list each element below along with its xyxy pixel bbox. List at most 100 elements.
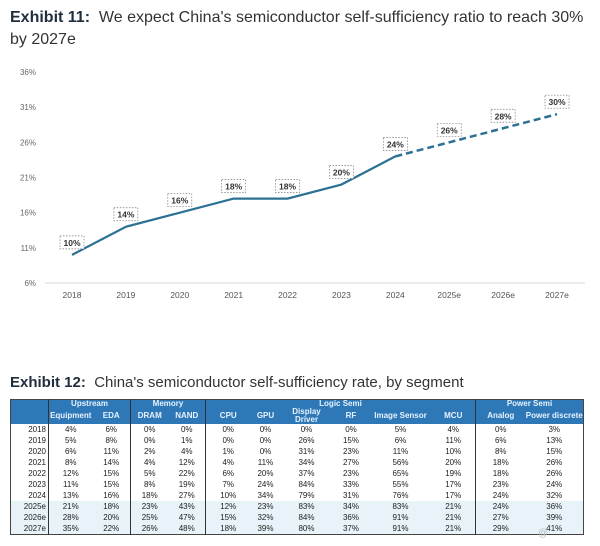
- table-cell: 23%: [130, 501, 169, 512]
- y-tick-label: 16%: [20, 209, 36, 218]
- table-cell: 5%: [64, 436, 77, 445]
- exhibit-11-label: Exhibit 11:: [10, 9, 91, 26]
- table-cell: 4%: [168, 446, 206, 457]
- row-year: 2027e: [10, 523, 49, 535]
- row-year: 2018: [10, 424, 49, 435]
- table-cell: 36%: [525, 501, 584, 512]
- table-cell: 34%: [298, 458, 315, 467]
- table-cell: 84%: [280, 512, 333, 523]
- table-cell: 0%: [300, 425, 313, 434]
- data-label: 26%: [441, 125, 458, 135]
- table-cell: 0%: [222, 436, 235, 445]
- y-tick-label: 11%: [21, 244, 36, 253]
- table-cell: 34%: [257, 491, 274, 500]
- x-tick-label: 2020: [170, 290, 189, 300]
- table-cell: 39%: [250, 523, 281, 535]
- table-cell: 26%: [546, 469, 563, 478]
- data-label: 30%: [548, 97, 565, 107]
- row-year: 2023: [10, 479, 49, 490]
- row-year: 2024: [10, 490, 49, 501]
- table-cell: 48%: [168, 523, 206, 535]
- table-cell: 31%: [342, 491, 359, 500]
- exhibit-12-label: Exhibit 12:: [10, 374, 86, 391]
- column-header: Power discrete: [525, 408, 584, 424]
- row-year: 2021: [10, 457, 49, 468]
- table-cell: 26%: [546, 458, 563, 467]
- table-row: 2021 8% 14% 4% 12% 4% 11% 34% 27% 56% 20% 18% 26%: [10, 457, 584, 468]
- table-cell: 13%: [546, 436, 563, 445]
- table-cell: 4%: [431, 424, 476, 435]
- x-tick-label: 2019: [116, 290, 135, 300]
- table-cell: 32%: [546, 491, 563, 500]
- x-tick-label: 2024: [386, 290, 405, 300]
- table-cell: 17%: [431, 479, 476, 490]
- table-cell: 91%: [369, 512, 432, 523]
- table-cell: 11%: [431, 435, 476, 446]
- table-cell: 34%: [332, 501, 370, 512]
- table-cell: 0%: [143, 425, 156, 434]
- table-cell: 0%: [259, 447, 272, 456]
- table-cell: 3%: [548, 425, 561, 434]
- table-cell: 22%: [92, 523, 131, 535]
- table-cell: 79%: [298, 491, 315, 500]
- segment-table: Upstream Memory Logic Semi Power Semi Eq…: [10, 399, 585, 535]
- column-header: Image Sensor: [369, 408, 432, 424]
- table-cell: 5%: [143, 469, 156, 478]
- table-cell: 15%: [546, 447, 563, 456]
- x-tick-label: 2021: [224, 290, 243, 300]
- table-cell: 32%: [250, 512, 281, 523]
- y-tick-label: 36%: [20, 68, 36, 77]
- table-cell: 15%: [92, 468, 131, 479]
- table-cell: 6%: [394, 436, 407, 445]
- table-row: 2022 12% 15% 5% 22% 6% 20% 37% 23% 65% 19% 18% 26%: [10, 468, 584, 479]
- data-label-box: [167, 193, 193, 208]
- table-cell: 21%: [431, 523, 476, 535]
- table-cell: 26%: [130, 523, 169, 535]
- data-label-box: [329, 165, 354, 179]
- data-label-box: [544, 94, 570, 109]
- row-year: 2022: [10, 468, 49, 479]
- line-chart: 6% 11% 16% 21% 26% 31% 36% 2018 2019 2020 2021 2022…: [20, 68, 585, 300]
- table-cell: 0%: [345, 425, 357, 434]
- table-cell: 23%: [250, 501, 281, 512]
- table-cell: 18%: [205, 523, 251, 535]
- table-cell: 19%: [168, 479, 206, 490]
- table-cell: 14%: [92, 457, 131, 468]
- table-row: 2018 4% 6% 0% 0% 0% 0% 0% 0% 5% 4% 0% 3%: [10, 424, 584, 435]
- table-cell: 22%: [168, 468, 206, 479]
- table-cell: 41%: [525, 523, 584, 535]
- table-cell: 17%: [431, 490, 476, 501]
- data-label-box: [221, 179, 247, 193]
- column-header: GPU: [250, 408, 281, 424]
- data-label-box: [275, 179, 300, 193]
- data-label: 14%: [117, 210, 134, 220]
- table-cell: 5%: [394, 425, 407, 434]
- data-label: 10%: [63, 238, 80, 248]
- table-cell: 6%: [92, 424, 131, 435]
- column-header: NAND: [168, 408, 206, 424]
- table-cell: 24%: [546, 480, 563, 489]
- table-cell: 21%: [431, 501, 476, 512]
- data-label-box: [113, 207, 139, 222]
- x-tick-label: 2023: [332, 290, 351, 300]
- table-cell: 6%: [222, 469, 235, 478]
- table-cell: 24%: [492, 491, 509, 500]
- table-cell: 4%: [143, 458, 156, 467]
- table-cell: 0%: [222, 425, 235, 434]
- table-cell: 21%: [431, 512, 476, 523]
- table-cell: 19%: [431, 468, 476, 479]
- table-cell: 0%: [168, 424, 206, 435]
- table-row: 2024 13% 16% 18% 27% 10% 34% 79% 31% 76% 17% 24% 32%: [10, 490, 584, 501]
- table-cell: 1%: [222, 447, 235, 456]
- y-tick-label: 26%: [20, 138, 36, 147]
- table-cell: 12%: [205, 501, 251, 512]
- table-cell: 47%: [168, 512, 206, 523]
- table-row: 2026e 28% 20% 25% 47% 15% 32% 84% 36% 91% 21% 27% 39…: [10, 512, 584, 523]
- table-cell: 28%: [48, 512, 93, 523]
- table-cell: 18%: [92, 501, 131, 512]
- table-cell: 23%: [342, 447, 359, 456]
- table-cell: 10%: [431, 446, 476, 457]
- table-cell: 10%: [220, 491, 237, 500]
- table-cell: 0%: [494, 425, 507, 434]
- data-label: 20%: [333, 168, 350, 178]
